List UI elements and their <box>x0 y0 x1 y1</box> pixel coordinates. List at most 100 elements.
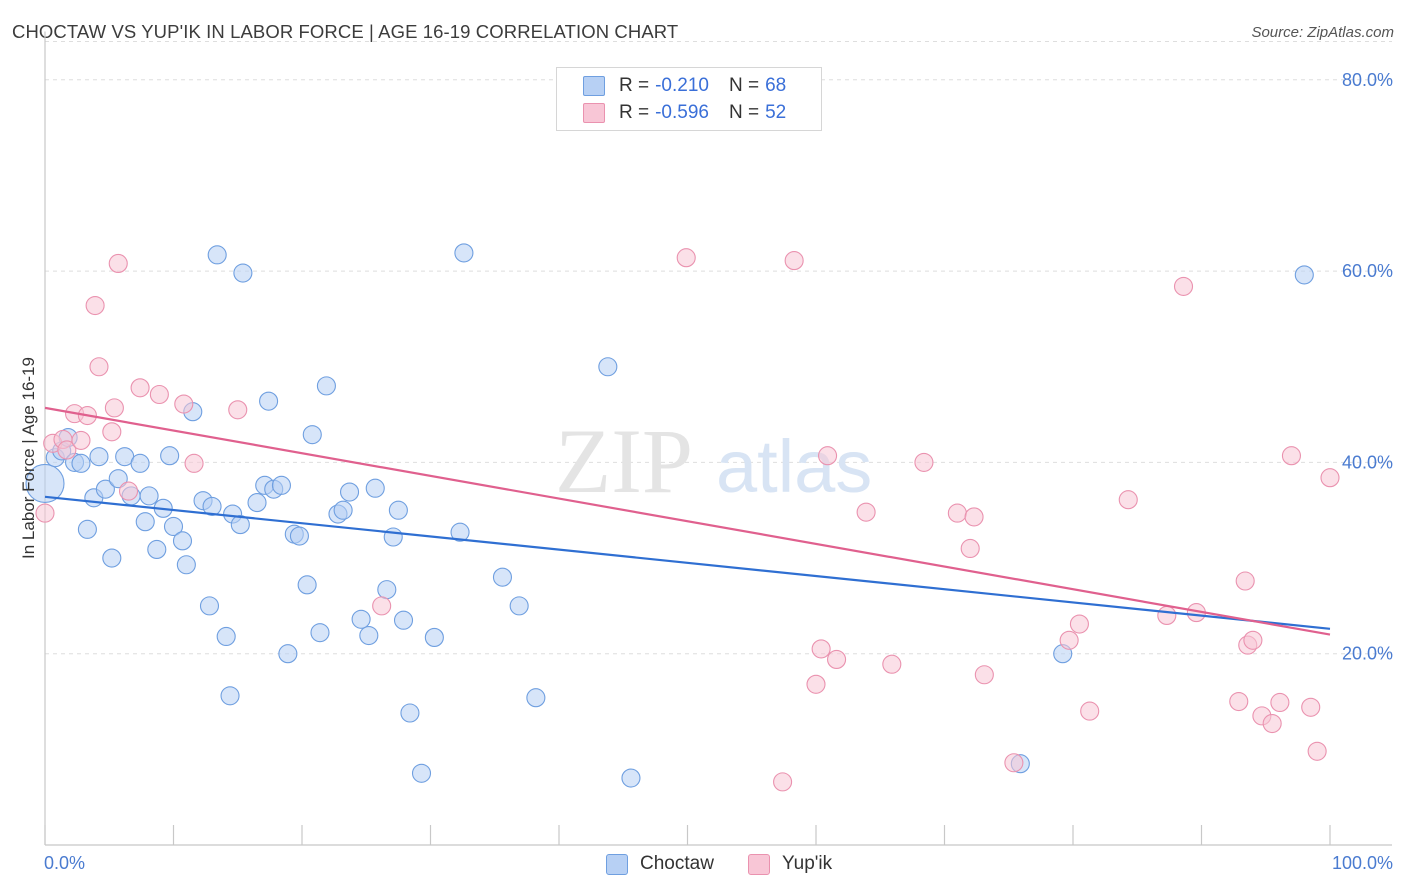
legend-row-choctaw: R = -0.210 N = 68 <box>583 73 786 99</box>
yupik-trend-line <box>44 406 1331 636</box>
bottom-legend-choctaw: Choctaw <box>606 852 714 876</box>
yupik-point <box>149 384 169 405</box>
yupik-point <box>1320 468 1340 488</box>
yupik-point <box>1243 630 1263 650</box>
yupik-point <box>1004 753 1024 773</box>
legend-r-value-choctaw: -0.210 <box>655 75 709 96</box>
choctaw-point <box>297 575 317 595</box>
yupik-point <box>914 452 934 472</box>
yupik-point <box>57 440 77 460</box>
choctaw-point <box>271 475 291 495</box>
choctaw-point <box>1294 265 1314 285</box>
yupik-point <box>1229 691 1249 712</box>
yupik-point <box>773 772 793 792</box>
choctaw-point <box>207 245 227 265</box>
yupik-point <box>35 503 55 523</box>
bottom-legend-swatch-choctaw <box>606 853 628 875</box>
choctaw-point <box>247 493 267 513</box>
yupik-point <box>1118 490 1138 510</box>
yupik-point <box>118 481 139 501</box>
y-tick-label: 40.0% <box>1342 452 1393 472</box>
choctaw-point <box>411 763 432 783</box>
choctaw-trend-line <box>44 495 1331 630</box>
yupik-point <box>108 253 128 273</box>
yupik-point <box>372 596 392 616</box>
choctaw-point <box>393 610 414 630</box>
yupik-point <box>1301 697 1321 717</box>
choctaw-point <box>199 596 220 616</box>
choctaw-point <box>160 446 180 466</box>
choctaw-point <box>598 357 618 377</box>
choctaw-point <box>383 527 403 547</box>
choctaw-point <box>71 453 91 473</box>
yupik-point <box>85 295 105 316</box>
choctaw-point <box>365 478 385 498</box>
choctaw-point <box>621 768 641 788</box>
legend-r-label: R = <box>619 75 650 96</box>
stats-legend: R = -0.210 N = 68 R = -0.596 N = 52 <box>556 67 822 131</box>
yupik-point <box>174 394 194 414</box>
choctaw-point <box>102 548 122 568</box>
x-tick-label: 0.0% <box>44 853 85 873</box>
choctaw-point <box>351 609 371 629</box>
yupik-point <box>71 430 91 450</box>
tick-labels: 20.0% 40.0% 60.0% 80.0% 0.0% 100.0% <box>44 70 1393 873</box>
choctaw-point <box>89 447 109 467</box>
legend-r-label: R = <box>619 102 650 123</box>
yupik-point <box>102 422 122 442</box>
yupik-point <box>1069 614 1089 634</box>
yupik-point <box>811 639 831 659</box>
series-yupik-points <box>35 248 1340 792</box>
choctaw-point <box>424 627 444 647</box>
legend-n-value-yupik: 52 <box>765 102 787 123</box>
choctaw-point <box>400 703 420 723</box>
y-tick-label: 60.0% <box>1342 261 1393 281</box>
choctaw-point <box>278 644 298 664</box>
choctaw-point <box>339 482 360 502</box>
choctaw-point <box>139 486 159 506</box>
choctaw-point <box>233 263 253 283</box>
choctaw-point <box>359 625 379 646</box>
choctaw-point <box>147 539 167 559</box>
yupik-point <box>676 248 696 268</box>
bottom-legend-label-yupik: Yup'ik <box>782 853 833 874</box>
gridlines <box>45 41 1392 655</box>
choctaw-point <box>77 519 97 539</box>
choctaw-point <box>310 623 330 643</box>
yupik-point <box>1080 701 1100 721</box>
watermark-atlas: atlas <box>716 425 872 508</box>
legend-r-value-yupik: -0.596 <box>655 102 709 123</box>
y-axis-title: In Labor Force | Age 16-19 <box>19 357 38 559</box>
choctaw-point <box>377 580 397 600</box>
y-tick-label: 80.0% <box>1342 70 1393 90</box>
choctaw-point <box>333 500 353 520</box>
choctaw-point <box>202 496 222 516</box>
yupik-point <box>784 251 804 271</box>
yupik-point <box>104 398 124 418</box>
choctaw-point <box>172 531 193 551</box>
choctaw-point <box>289 526 309 546</box>
choctaw-point <box>302 425 322 445</box>
yupik-point <box>960 538 980 559</box>
yupik-point <box>1235 571 1255 591</box>
yupik-point <box>882 654 902 674</box>
y-tick-label: 20.0% <box>1342 644 1393 664</box>
yupik-point <box>1270 692 1290 713</box>
choctaw-point <box>259 391 279 411</box>
choctaw-point <box>509 596 529 616</box>
bottom-legend-label-choctaw: Choctaw <box>640 853 714 874</box>
legend-n-label: N = <box>728 102 760 123</box>
choctaw-point <box>108 469 128 489</box>
choctaw-point <box>388 500 408 520</box>
watermark-zip: ZIP <box>555 410 693 512</box>
yupik-point <box>974 665 994 685</box>
source-credit: Source: ZipAtlas.com <box>1251 24 1394 41</box>
choctaw-point <box>450 522 470 542</box>
yupik-point <box>184 453 204 473</box>
legend-swatch-choctaw <box>583 76 605 96</box>
yupik-point <box>806 674 826 694</box>
yupik-point <box>818 446 838 466</box>
yupik-point <box>228 400 248 420</box>
watermark: ZIP atlas <box>555 410 872 512</box>
choctaw-point <box>526 688 546 708</box>
